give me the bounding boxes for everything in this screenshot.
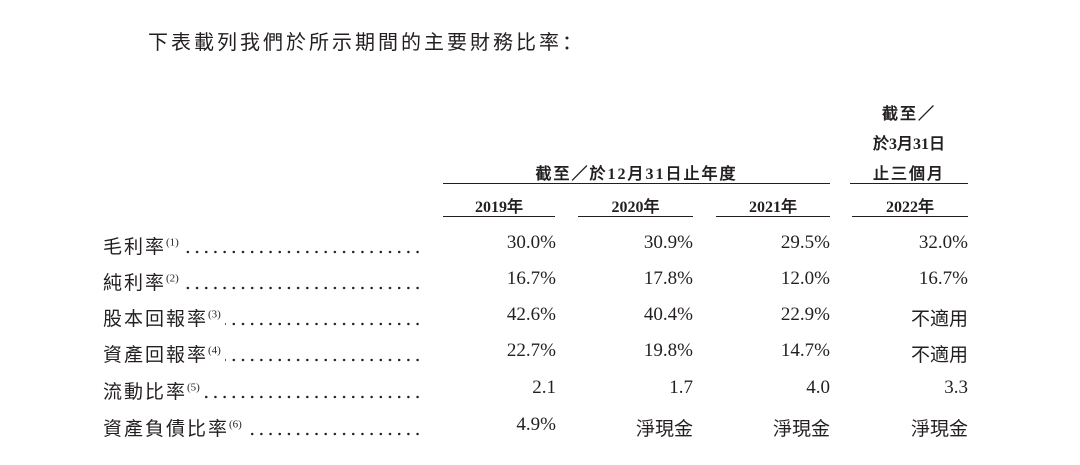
quarter-group-header: 止三個月 xyxy=(872,166,945,183)
cell-value: 22.9% xyxy=(780,304,830,325)
footnote-ref: (2) xyxy=(166,272,179,285)
row-label-text: 毛利率 xyxy=(103,237,167,258)
cell-value: 4.0 xyxy=(806,377,830,398)
cell-value: 淨現金 xyxy=(635,419,693,440)
footnote-ref: (4) xyxy=(208,344,221,357)
row-label: 毛利率(1) xyxy=(103,232,179,259)
cell-value: 29.5% xyxy=(780,232,830,253)
row-label: 股本回報率(3) xyxy=(103,304,221,331)
cell-value: 2.1 xyxy=(532,377,556,398)
intro-text: 下表載列我們於所示期間的主要財務比率： xyxy=(148,32,585,54)
cell-value: 40.4% xyxy=(643,304,693,325)
leader-dots xyxy=(224,322,422,326)
quarter-group-header: 於3月31日 xyxy=(872,136,945,153)
cell-value: 16.7% xyxy=(506,268,556,289)
cell-value: 14.7% xyxy=(780,340,830,361)
cell-value: 3.3 xyxy=(944,377,968,398)
footnote-ref: (5) xyxy=(187,381,200,394)
column-header: 2020年 xyxy=(611,199,660,216)
column-header: 2021年 xyxy=(748,199,797,216)
row-label: 資產回報率(4) xyxy=(103,340,221,367)
leader-dots xyxy=(245,432,422,436)
cell-value: 4.9% xyxy=(516,414,556,435)
header-rule xyxy=(443,183,830,184)
header-rule xyxy=(850,183,968,184)
cell-value: 不適用 xyxy=(910,345,968,366)
quarter-group-header: 截至／ xyxy=(881,106,936,123)
column-header: 2022年 xyxy=(885,199,934,216)
cell-value: 16.7% xyxy=(918,268,968,289)
row-label-text: 資產回報率 xyxy=(103,345,209,366)
footnote-ref: (6) xyxy=(229,418,242,431)
leader-dots xyxy=(224,358,422,362)
leader-dots xyxy=(182,286,422,290)
row-label-text: 純利率 xyxy=(103,273,167,294)
cell-value: 22.7% xyxy=(506,340,556,361)
cell-value: 1.7 xyxy=(669,377,693,398)
footnote-ref: (1) xyxy=(166,236,179,249)
row-label: 資產負債比率(6) xyxy=(103,414,242,441)
row-label: 流動比率(5) xyxy=(103,377,200,404)
cell-value: 19.8% xyxy=(643,340,693,361)
footnote-ref: (3) xyxy=(208,308,221,321)
row-label-text: 流動比率 xyxy=(103,382,188,403)
cell-value: 淨現金 xyxy=(910,419,968,440)
row-label-text: 股本回報率 xyxy=(103,309,209,330)
year-group-header: 截至／於12月31日止年度 xyxy=(535,166,738,183)
cell-value: 30.0% xyxy=(506,232,556,253)
row-label-text: 資產負債比率 xyxy=(103,419,230,440)
cell-value: 不適用 xyxy=(910,309,968,330)
row-label: 純利率(2) xyxy=(103,268,179,295)
leader-dots xyxy=(203,395,422,399)
cell-value: 淨現金 xyxy=(772,419,830,440)
column-rule xyxy=(443,216,555,217)
cell-value: 32.0% xyxy=(918,232,968,253)
column-rule xyxy=(716,216,830,217)
column-rule xyxy=(852,216,968,217)
column-rule xyxy=(578,216,693,217)
cell-value: 30.9% xyxy=(643,232,693,253)
column-header: 2019年 xyxy=(474,199,523,216)
cell-value: 12.0% xyxy=(780,268,830,289)
cell-value: 42.6% xyxy=(506,304,556,325)
cell-value: 17.8% xyxy=(643,268,693,289)
leader-dots xyxy=(182,250,422,254)
